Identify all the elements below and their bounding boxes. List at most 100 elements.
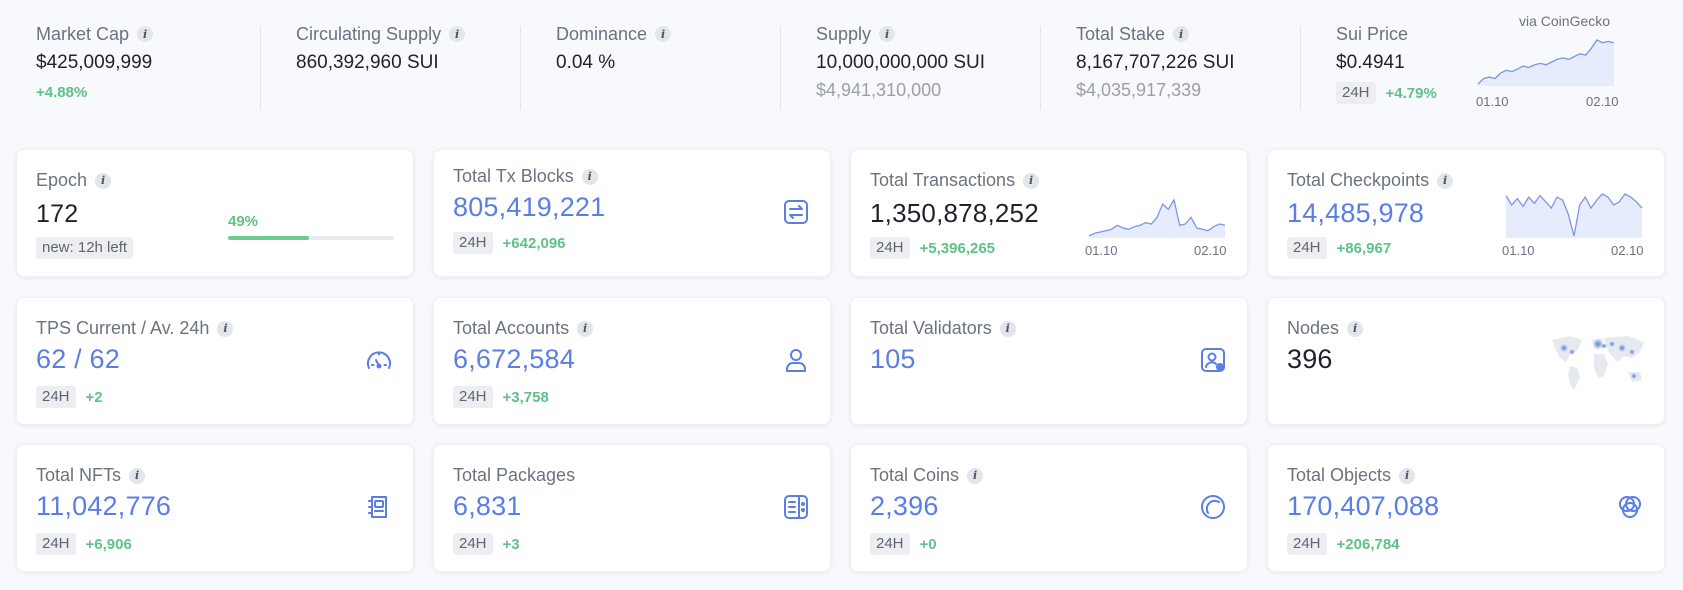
period-badge: 24H bbox=[453, 232, 493, 254]
period-badge: 24H bbox=[36, 386, 76, 408]
price-source: via CoinGecko bbox=[1519, 13, 1611, 29]
total-checkpoints-label: Total Checkpoints bbox=[1287, 170, 1430, 190]
sui-price-change: +4.79% bbox=[1385, 84, 1437, 102]
info-icon[interactable]: i bbox=[217, 320, 234, 337]
info-icon[interactable]: i bbox=[1399, 467, 1416, 484]
total-transactions-x-end: 02.10 bbox=[1194, 243, 1227, 258]
info-icon[interactable]: i bbox=[879, 26, 896, 42]
total-objects-label: Total Objects bbox=[1287, 465, 1392, 485]
total-objects-card: Total Objects i 170,407,088 24H +206,784 bbox=[1267, 444, 1665, 572]
supply-label: Supply bbox=[816, 23, 872, 44]
total-nfts-value: 11,042,776 bbox=[36, 491, 172, 521]
total-checkpoints-sparkline-line bbox=[1505, 193, 1643, 237]
nodes-label: Nodes bbox=[1287, 318, 1340, 338]
total-objects-value: 170,407,088 bbox=[1287, 491, 1440, 521]
total-transactions-sparkline-area bbox=[1089, 200, 1225, 238]
total-transactions-sparkline bbox=[1088, 198, 1226, 238]
tps-change: +2 bbox=[85, 388, 103, 406]
circulating-supply-value: 860,392,960 bbox=[296, 52, 402, 73]
sui-price-label: Sui Price bbox=[1336, 23, 1409, 44]
total-accounts-change: +3,758 bbox=[502, 388, 549, 406]
period-badge: 24H bbox=[870, 533, 910, 555]
period-badge: 24H bbox=[453, 533, 493, 555]
divider bbox=[260, 26, 261, 110]
period-badge: 24H bbox=[1287, 237, 1327, 259]
user-icon bbox=[786, 349, 806, 372]
total-tx-blocks-card: Total Tx Blocks i 805,419,221 24H +642,096 bbox=[433, 149, 831, 277]
sui-price-sparkline-line bbox=[1477, 39, 1615, 85]
tps-card: TPS Current / Av. 24h i 62 / 62 24H +2 bbox=[16, 297, 414, 425]
total-checkpoints-card: Total Checkpoints i 14,485,978 24H +86,967… bbox=[1267, 149, 1665, 277]
total-validators-card: Total Validators i 105 bbox=[850, 297, 1248, 425]
total-nfts-label: Total NFTs bbox=[36, 465, 122, 485]
total-tx-blocks-value: 805,419,221 bbox=[453, 192, 606, 222]
total-packages-label: Total Packages bbox=[453, 465, 576, 485]
total-coins-change: +0 bbox=[919, 535, 937, 553]
total-transactions-card: Total Transactions i 1,350,878,252 24H +5,… bbox=[850, 149, 1248, 277]
info-icon[interactable]: i bbox=[1437, 172, 1454, 189]
epoch-label: Epoch bbox=[36, 170, 88, 190]
info-icon[interactable]: i bbox=[1023, 172, 1040, 189]
circulating-supply-unit: SUI bbox=[406, 52, 439, 73]
total-transactions-sparkline-line bbox=[1088, 198, 1226, 237]
info-icon[interactable]: i bbox=[449, 26, 466, 42]
supply-value: 10,000,000,000 bbox=[816, 52, 949, 73]
dominance-value: 0.04 % bbox=[556, 52, 616, 73]
total-stake-stat: Total Stake i 8,167,707,226 SUI $4,035,91… bbox=[1040, 22, 1300, 110]
info-icon[interactable]: i bbox=[655, 26, 672, 42]
coin-icon bbox=[1201, 495, 1225, 519]
circulating-supply-label: Circulating Supply bbox=[296, 23, 442, 44]
total-tx-blocks-label: Total Tx Blocks bbox=[453, 166, 574, 186]
supply-unit: SUI bbox=[953, 52, 986, 73]
info-icon[interactable]: i bbox=[967, 467, 984, 484]
total-checkpoints-sparkline bbox=[1505, 193, 1643, 238]
supply-usd-value: $4,941,310,000 bbox=[816, 80, 942, 100]
info-icon[interactable]: i bbox=[1173, 26, 1190, 42]
info-icon[interactable]: i bbox=[137, 26, 154, 42]
epoch-progress-label: 49% bbox=[228, 213, 259, 230]
total-tx-blocks-change: +642,096 bbox=[502, 234, 566, 252]
epoch-progress-track bbox=[228, 236, 394, 240]
epoch-progress: 49% bbox=[228, 213, 394, 240]
total-validators-value: 105 bbox=[870, 344, 916, 374]
dominance-stat: Dominance i 0.04 % bbox=[520, 22, 780, 110]
total-accounts-label: Total Accounts bbox=[453, 318, 570, 338]
total-checpoints-change: +86,967 bbox=[1336, 239, 1392, 257]
nodes-value: 396 bbox=[1287, 344, 1333, 374]
period-badge: 24H bbox=[453, 386, 493, 408]
total-stake-label: Total Stake bbox=[1076, 23, 1166, 44]
info-icon[interactable]: i bbox=[577, 320, 594, 337]
total-accounts-card: Total Accounts i 6,672,584 24H +3,758 bbox=[433, 297, 831, 425]
dominance-label: Dominance bbox=[556, 23, 648, 44]
period-badge: 24H bbox=[870, 237, 910, 259]
market-cap-stat: Market Cap i $425,009,999 +4.88% bbox=[0, 22, 260, 110]
total-stake-value: 8,167,707,226 bbox=[1076, 52, 1198, 73]
info-icon[interactable]: i bbox=[1347, 320, 1364, 337]
total-transactions-label: Total Transactions bbox=[870, 170, 1016, 190]
total-transactions-change: +5,396,265 bbox=[919, 239, 996, 257]
info-icon[interactable]: i bbox=[999, 320, 1016, 337]
info-icon[interactable]: i bbox=[95, 172, 112, 189]
period-badge: 24H bbox=[36, 533, 76, 555]
sui-price-x-start: 01.10 bbox=[1476, 94, 1509, 109]
supply-stat: Supply i 10,000,000,000 SUI $4,941,310,00… bbox=[780, 22, 1040, 110]
info-icon[interactable]: i bbox=[581, 168, 598, 185]
sui-price-x-end: 02.10 bbox=[1586, 94, 1619, 109]
info-icon[interactable]: i bbox=[129, 467, 146, 484]
divider bbox=[520, 26, 521, 110]
total-checkpoints-x-start: 01.10 bbox=[1502, 243, 1535, 258]
total-validators-label: Total Validators bbox=[870, 318, 992, 338]
total-transactions-x-start: 01.10 bbox=[1085, 243, 1118, 258]
nft-card-icon bbox=[368, 496, 387, 518]
total-coins-label: Total Coins bbox=[870, 465, 960, 485]
total-coins-card: Total Coins i 2,396 24H +0 bbox=[850, 444, 1248, 572]
swap-icon bbox=[784, 200, 808, 224]
total-stake-unit: SUI bbox=[1202, 52, 1235, 73]
divider bbox=[780, 26, 781, 110]
objects-icon bbox=[1619, 496, 1641, 518]
market-cap-value: $425,009,999 bbox=[36, 52, 153, 73]
sui-price-sparkline bbox=[1477, 39, 1615, 86]
epoch-value: 172 bbox=[36, 200, 79, 228]
total-stake-usd-value: $4,035,917,339 bbox=[1076, 80, 1202, 100]
tps-label: TPS Current / Av. 24h bbox=[36, 318, 210, 338]
